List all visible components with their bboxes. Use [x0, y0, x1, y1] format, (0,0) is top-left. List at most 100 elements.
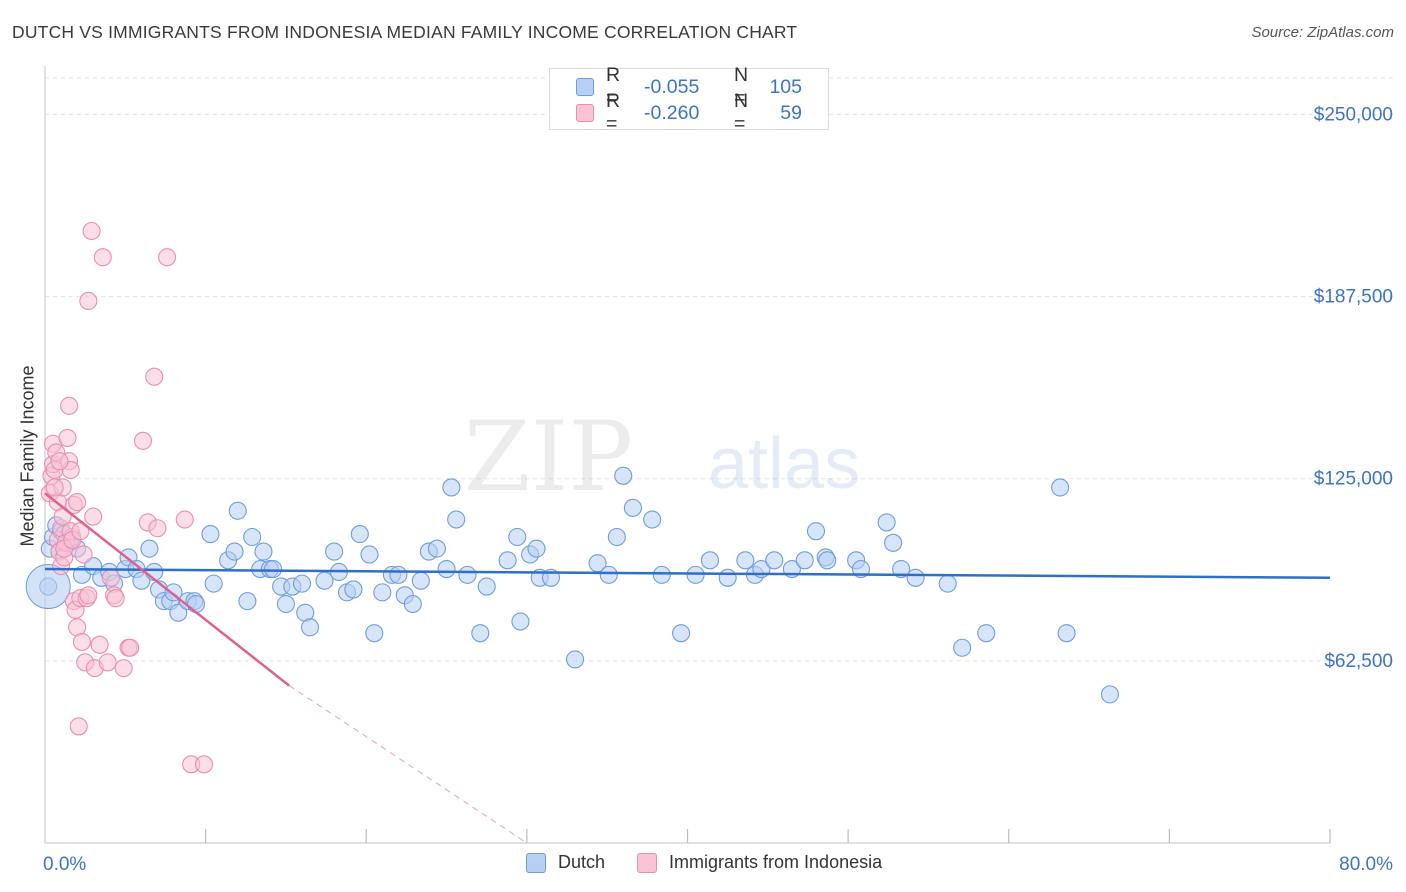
indonesia-point [69, 717, 88, 736]
dutch-point [1100, 685, 1119, 704]
indonesia-point [60, 396, 79, 415]
dutch-point [389, 565, 408, 584]
dutch-point [437, 560, 456, 579]
indonesia-point [98, 653, 117, 672]
dutch-point [350, 525, 369, 544]
y-axis-label: Median Family Income [17, 365, 38, 547]
stats-legend: R = -0.055 N = 105 R = -0.260 N = 59 [549, 64, 829, 135]
axes [44, 66, 1331, 844]
dutch-point [672, 624, 691, 643]
dutch-point [566, 650, 585, 669]
indonesia-point [121, 638, 140, 657]
chart-title: DUTCH VS IMMIGRANTS FROM INDONESIA MEDIA… [12, 22, 798, 42]
dutch-point [806, 522, 826, 541]
dutch-point [643, 510, 662, 529]
dutch-point [623, 498, 642, 517]
dutch-point [511, 612, 530, 631]
dutch-point [477, 577, 496, 596]
dutch-point [851, 560, 871, 579]
legend-swatch-indonesia [637, 852, 658, 873]
dutch-point [360, 545, 379, 564]
dutch-point [243, 527, 262, 547]
indonesia-point [93, 248, 112, 267]
x-tick-label: 0.0% [43, 854, 86, 875]
legend-r-value: -0.260 [644, 101, 700, 124]
legend-n-label: N = [734, 90, 749, 135]
dutch-point [607, 527, 626, 547]
dutch-point [25, 564, 71, 610]
dutch-point [718, 568, 737, 587]
y-tick-label: $187,500 [1314, 287, 1393, 308]
legend-item-indonesia[interactable]: Immigrants from Indonesia [637, 852, 882, 873]
indonesia-trend-line [44, 492, 290, 687]
dutch-point [169, 603, 188, 622]
legend-item-dutch[interactable]: Dutch [526, 852, 605, 873]
dutch-point [292, 574, 312, 593]
legend-r-label: R = [606, 90, 621, 135]
indonesia-point [72, 632, 91, 651]
indonesia-point [79, 586, 98, 605]
dutch-point [614, 466, 633, 485]
trend-lines [44, 492, 1331, 844]
dutch-point [373, 583, 392, 602]
dutch-point [700, 551, 720, 570]
dutch-point [599, 565, 618, 584]
dutch-point [140, 539, 159, 558]
y-tick-label: $125,000 [1314, 469, 1393, 490]
indonesia-point [90, 635, 109, 654]
dutch-point [795, 551, 814, 570]
dutch-point [884, 533, 903, 552]
dutch-point [186, 594, 206, 614]
indonesia-point [68, 492, 87, 512]
dutch-point [938, 574, 957, 593]
indonesia-point [50, 452, 69, 471]
indonesia-point [133, 431, 153, 450]
dutch-point [411, 571, 430, 590]
dutch-point [325, 542, 344, 561]
indonesia-point [101, 568, 120, 587]
legend-row-dutch: R = -0.055 N = 105 [576, 64, 802, 109]
legend-label-indonesia: Immigrants from Indonesia [669, 852, 883, 872]
legend-r-label: R = [606, 64, 621, 109]
dutch-point [315, 571, 334, 590]
legend-n-value: 105 [769, 75, 802, 98]
dutch-point [447, 510, 466, 529]
indonesia-point [175, 510, 194, 529]
dutch-point [892, 560, 911, 579]
indonesia-point [145, 367, 164, 386]
watermark-zip: ZIP [464, 401, 633, 513]
dutch-point [818, 551, 837, 570]
legend-label-dutch: Dutch [558, 852, 606, 872]
dutch-point [977, 624, 996, 643]
tick-labels: $62,500 $125,000 $187,500 $250,000 0.0% 80.0% [43, 104, 1393, 875]
dutch-point [442, 478, 461, 497]
indonesia-point [158, 248, 177, 267]
watermark-atlas: atlas [708, 424, 860, 504]
indonesia-trend-extension [288, 685, 528, 844]
dutch-point [527, 539, 546, 558]
dutch-point [953, 638, 972, 657]
indonesia-point [58, 428, 77, 447]
dutch-point [458, 565, 477, 584]
indonesia-point [45, 478, 64, 497]
indonesia-points [40, 221, 214, 774]
dutch-point [508, 527, 527, 547]
source-label: Source: ZipAtlas.com [1251, 24, 1394, 41]
dutch-point [736, 551, 755, 570]
indonesia-point [148, 519, 167, 538]
dutch-point [225, 542, 244, 561]
dutch-point [201, 525, 220, 544]
legend-n-value: 59 [780, 101, 802, 124]
legend-swatch-indonesia [576, 104, 594, 122]
dutch-point [427, 539, 446, 558]
indonesia-point [194, 755, 214, 774]
indonesia-point [106, 589, 125, 608]
series-legend: Dutch Immigrants from Indonesia [526, 852, 914, 873]
indonesia-point [114, 659, 133, 678]
dutch-point [238, 592, 257, 611]
indonesia-point [79, 291, 98, 310]
y-tick-label: $250,000 [1314, 104, 1393, 125]
dutch-point [403, 594, 422, 614]
dutch-point [1051, 478, 1070, 497]
